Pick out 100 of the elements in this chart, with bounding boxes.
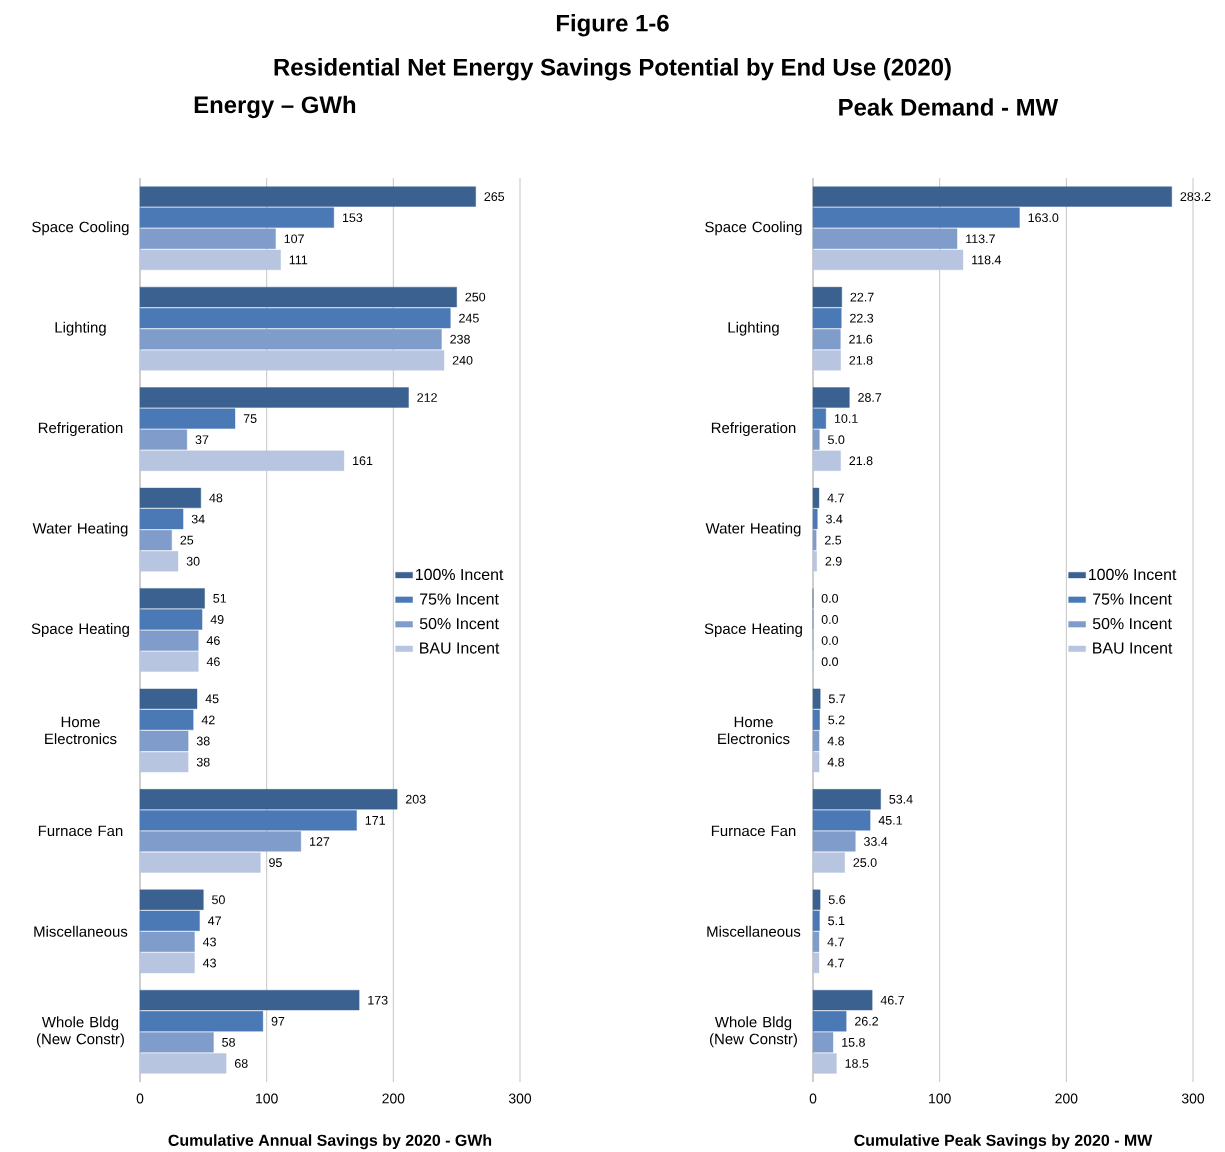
bar (139, 889, 204, 910)
data-label: 95 (269, 858, 282, 867)
bar (139, 751, 189, 773)
y-tick-label: Space Cooling (32, 221, 129, 236)
bar (139, 1053, 227, 1074)
data-label: 33.4 (863, 837, 888, 846)
bar (812, 329, 841, 350)
data-label: 163.0 (1028, 213, 1059, 223)
bar (812, 530, 817, 551)
data-label: 25.0 (853, 858, 877, 867)
data-label: 15.8 (842, 1037, 865, 1047)
bar (812, 249, 964, 270)
y-tick-label: Furnace Fan (711, 825, 796, 837)
data-label: 107 (284, 234, 304, 244)
y-tick-label: Space Heating (704, 623, 802, 637)
bar (139, 387, 409, 408)
data-label: 5.0 (828, 435, 845, 445)
data-label: 34 (191, 514, 205, 524)
chart-title: Peak Demand - MW (839, 98, 1059, 116)
y-tick-label: Whole Bldg (New Constr) (709, 1016, 797, 1048)
bar (139, 249, 281, 270)
legend-label: 75% Incent (420, 593, 499, 605)
bar (139, 730, 189, 752)
bar (139, 831, 302, 852)
bar (139, 931, 195, 953)
data-label: 68 (234, 1059, 248, 1068)
bar (139, 810, 357, 831)
data-label: 45 (205, 694, 219, 704)
bar (812, 910, 820, 931)
bar (812, 429, 820, 450)
bar (139, 609, 203, 630)
y-tick-label: Miscellaneous (707, 925, 801, 937)
bar (139, 186, 476, 207)
bar (139, 651, 199, 672)
data-label: 240 (452, 355, 473, 365)
bar (139, 910, 200, 931)
data-label: 75 (243, 414, 257, 423)
data-label: 4.8 (827, 736, 845, 746)
data-label: 42 (201, 715, 215, 725)
bar (139, 207, 334, 228)
bar (812, 789, 881, 810)
bar (812, 1053, 837, 1074)
data-label: 51 (213, 594, 227, 603)
data-label: 97 (271, 1016, 285, 1026)
y-tick-label: Lighting (728, 321, 779, 336)
x-tick-label: 300 (1181, 1093, 1205, 1104)
data-label: 22.7 (850, 292, 874, 302)
bar (139, 588, 205, 609)
bar (812, 350, 841, 371)
data-label: 38 (196, 736, 210, 746)
x-tick-label: 100 (929, 1093, 951, 1104)
bar (139, 990, 360, 1011)
data-label: 5.2 (828, 715, 845, 725)
data-label: 3.4 (825, 514, 843, 524)
legend-label: 100% Incent (1089, 568, 1177, 581)
data-label: 4.7 (827, 958, 844, 968)
data-label: 265 (484, 192, 505, 202)
y-tick-label: Whole Bldg (New Constr) (36, 1016, 124, 1048)
data-label: 45.1 (878, 816, 902, 825)
data-label: 10.1 (834, 414, 858, 423)
legend-label: 100% Incent (416, 568, 504, 581)
bar (139, 487, 201, 509)
legend-label: BAU Incent (420, 642, 500, 654)
data-label: 49 (210, 615, 224, 624)
y-tick-label: Home Electronics (45, 716, 117, 745)
data-label: 21.8 (849, 355, 873, 365)
bar (812, 730, 820, 752)
bar (812, 852, 845, 873)
data-label: 37 (195, 435, 209, 445)
data-label: 26.2 (855, 1016, 878, 1026)
legend-label: 50% Incent (419, 617, 499, 630)
data-label: 153 (342, 213, 363, 223)
y-tick-label: Water Heating (32, 522, 128, 537)
data-label: 0.0 (821, 657, 839, 667)
x-axis-title: Cumulative Peak Savings by 2020 - MW (854, 1134, 1153, 1150)
bar (812, 487, 820, 509)
y-tick-label: Refrigeration (711, 422, 796, 437)
data-label: 2.9 (825, 556, 842, 566)
data-label: 5.7 (828, 694, 846, 704)
bar (812, 931, 820, 953)
y-tick-label: Furnace Fan (38, 825, 123, 837)
data-label: 250 (465, 292, 486, 302)
x-tick-label: 300 (508, 1093, 532, 1104)
bar (139, 688, 198, 709)
data-label: 0.0 (821, 636, 839, 645)
bar (139, 329, 442, 350)
bar (812, 990, 873, 1011)
data-label: 0.0 (821, 593, 839, 603)
data-label: 58 (222, 1037, 235, 1047)
data-label: 0.0 (821, 615, 839, 624)
caption: Figure 1-6 (556, 14, 669, 37)
data-label: 21.8 (849, 456, 873, 466)
data-label: 5.6 (828, 895, 846, 905)
bar (139, 308, 451, 329)
bar (812, 688, 821, 709)
bar (139, 952, 195, 974)
bar (139, 709, 194, 731)
data-label: 46 (206, 657, 220, 667)
data-label: 53.4 (889, 794, 913, 804)
data-label: 2.5 (825, 535, 842, 545)
